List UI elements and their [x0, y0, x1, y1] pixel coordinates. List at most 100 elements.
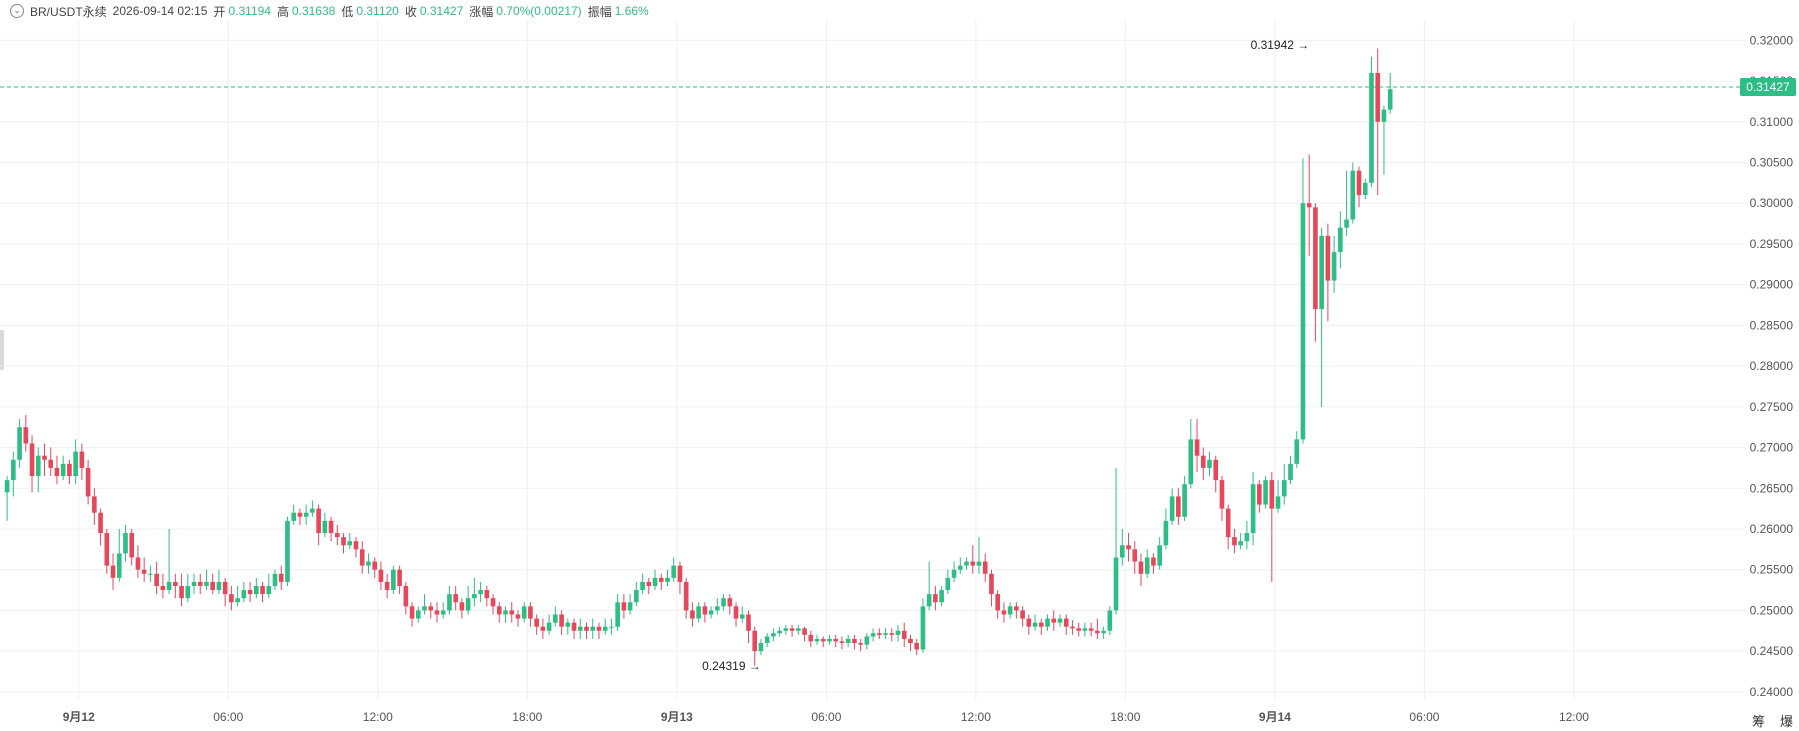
x-tick-label: 06:00 — [811, 710, 841, 724]
y-tick-label: 0.31000 — [1750, 115, 1794, 129]
candle-body — [559, 614, 564, 627]
candle-body — [48, 459, 54, 468]
candle-body — [789, 628, 795, 631]
candle-body — [914, 642, 920, 650]
candle-body — [92, 496, 97, 513]
candle-body — [378, 569, 384, 582]
max-price-marker: 0.31942 → — [1251, 38, 1310, 52]
candle-body — [1350, 170, 1356, 220]
candle-body — [316, 508, 321, 534]
candle-body — [366, 561, 371, 566]
candle-body — [415, 610, 421, 619]
candle-body — [820, 638, 826, 642]
candle-body — [945, 577, 951, 591]
amplitude-label: 振幅 — [587, 4, 612, 19]
low-label: 低 — [341, 4, 354, 19]
candle-body — [11, 459, 16, 481]
candle-body — [285, 520, 290, 582]
candle-body — [123, 533, 128, 554]
candle-body — [534, 618, 539, 627]
liquidation-button[interactable]: 爆 — [1779, 714, 1793, 729]
candle-body — [1001, 610, 1007, 615]
candle-body — [490, 598, 496, 607]
candle-body — [1014, 606, 1019, 611]
candle-body — [1063, 618, 1069, 627]
candle-body — [858, 642, 863, 645]
y-tick-label: 0.26500 — [1750, 481, 1794, 495]
symbol-name[interactable]: BR/USDT永续 — [30, 4, 107, 19]
candle-body — [54, 467, 60, 477]
amplitude-value: 1.66% — [614, 4, 649, 18]
chevron-down-icon[interactable]: ⌄ — [10, 4, 24, 18]
candle-body — [671, 565, 677, 578]
candle-body — [1101, 630, 1106, 634]
x-tick-label: 12:00 — [961, 710, 991, 724]
candle-body — [658, 577, 664, 582]
candle-body — [864, 636, 870, 645]
high-value: 0.31638 — [291, 4, 336, 18]
candle-body — [1319, 235, 1324, 310]
candle-body — [1188, 439, 1194, 485]
candle-body — [957, 565, 963, 570]
candle-body — [1238, 541, 1243, 546]
candle-body — [166, 581, 172, 591]
candle-body — [447, 594, 452, 611]
candle-body — [1057, 618, 1063, 623]
candle-body — [665, 577, 670, 582]
candle-body — [646, 581, 652, 586]
candle-body — [503, 610, 508, 615]
candle-body — [870, 633, 876, 637]
candle-body — [1082, 628, 1088, 631]
candle-body — [229, 594, 234, 603]
candle-body — [129, 533, 135, 558]
candle-body — [1182, 484, 1187, 517]
candle-body — [615, 602, 620, 627]
y-tick-label: 0.28000 — [1750, 359, 1794, 373]
candle-body — [222, 581, 228, 595]
sidebar-toggle-handle[interactable] — [0, 330, 4, 370]
candle-body — [1381, 109, 1387, 122]
candle-body — [322, 520, 328, 534]
low-value: 0.31120 — [356, 4, 399, 18]
candle-body — [1300, 203, 1306, 440]
candle-body — [733, 606, 739, 619]
candle-body — [1076, 628, 1081, 631]
candle-body — [29, 443, 35, 477]
candle-body — [521, 606, 527, 619]
candle-body — [565, 622, 571, 627]
candle-body — [951, 569, 957, 578]
last-price-tag — [1740, 78, 1796, 97]
candle-body — [577, 626, 583, 631]
candle-body — [739, 614, 745, 619]
x-tick-label: 18:00 — [512, 710, 542, 724]
candle-body — [204, 581, 209, 586]
candle-body — [465, 598, 471, 611]
candle-body — [185, 585, 191, 599]
candle-body — [901, 630, 907, 639]
candle-body — [1387, 89, 1393, 110]
candle-body — [802, 628, 807, 635]
candle-body — [1338, 227, 1343, 253]
x-tick-label: 06:00 — [1409, 710, 1439, 724]
candle-body — [459, 602, 465, 611]
y-tick-label: 0.30000 — [1750, 196, 1794, 210]
candle-body — [833, 638, 839, 642]
candle-body — [297, 512, 303, 517]
candle-body — [1244, 533, 1250, 542]
y-tick-label: 0.30500 — [1750, 156, 1794, 170]
candle-body — [303, 512, 309, 517]
ohlc-header: ⌄ BR/USDT永续 2026-09-14 02:15 开 0.31194 高… — [10, 2, 655, 20]
candle-body — [1045, 618, 1050, 627]
candle-body — [1126, 545, 1131, 550]
candle-body — [216, 581, 222, 591]
candle-body — [970, 561, 976, 566]
candle-body — [708, 610, 714, 615]
candle-body — [777, 630, 782, 634]
candle-body — [1219, 480, 1225, 509]
candle-body — [877, 633, 882, 635]
candle-body — [1200, 455, 1206, 468]
candle-body — [634, 590, 639, 603]
close-value: 0.31427 — [419, 4, 464, 18]
chip-distribution-button[interactable]: 筹 — [1751, 714, 1765, 729]
